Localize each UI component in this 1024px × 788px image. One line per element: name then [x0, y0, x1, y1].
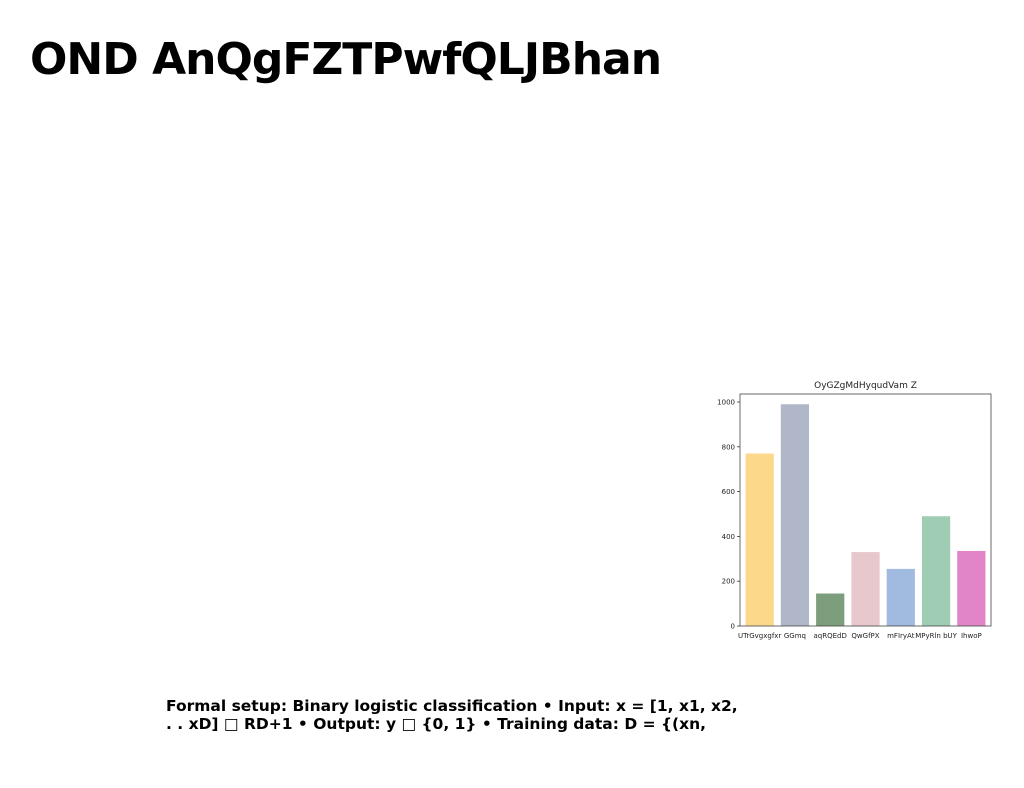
bar-chart: OyGZgMdHyqudVam Z UTrGvgxgfxr GGmq aqRQEdD Q…: [700, 375, 1000, 645]
y-tick-label: 600: [722, 488, 735, 496]
slide-title: OND AnQgFZTPwfQLJBhan: [30, 34, 662, 85]
bar: [957, 550, 986, 626]
y-tick-label: 0: [731, 623, 735, 631]
x-tick-label: QwGfPX: [851, 632, 879, 640]
bar: [921, 516, 951, 626]
bar: [851, 552, 880, 626]
y-tick-label: 800: [722, 443, 735, 451]
body-line: Formal setup: Binary logistic classifica…: [166, 697, 738, 715]
body-text: Formal setup: Binary logistic classifica…: [166, 697, 786, 733]
y-tick-label: 400: [722, 533, 735, 541]
x-tick-label: GGmq: [784, 632, 806, 640]
y-tick-label: 1000: [717, 399, 735, 407]
body-line: . . xD] □ RD+1 • Output: y □ {0, 1} • Tr…: [166, 715, 707, 733]
y-tick-label: 200: [722, 578, 735, 586]
bar-chart-svg: OyGZgMdHyqudVam Z UTrGvgxgfxr GGmq aqRQEdD Q…: [717, 381, 992, 640]
bar: [886, 568, 915, 626]
plot-frame: [739, 393, 992, 627]
x-tick-label: UTrGvgxgfxr: [738, 632, 781, 640]
x-tick-label: IhwoP: [961, 632, 982, 640]
bar: [816, 593, 845, 626]
bar: [780, 404, 810, 626]
chart-title: OyGZgMdHyqudVam Z: [814, 381, 917, 391]
x-tick-label: mFIryAt: [887, 632, 915, 640]
x-tick-label: MPyRln bUY: [915, 632, 957, 640]
bar: [745, 453, 774, 626]
x-tick-label: aqRQEdD: [814, 632, 847, 640]
